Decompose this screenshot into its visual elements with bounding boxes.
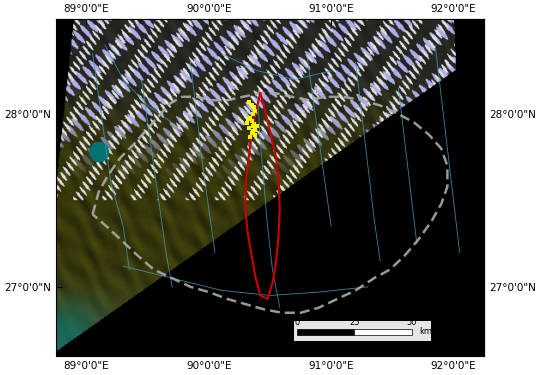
- Point: [251, 132, 260, 138]
- Point: [246, 134, 255, 140]
- Point: [247, 102, 256, 108]
- Point: [252, 123, 261, 129]
- Point: [242, 120, 251, 126]
- Point: [251, 108, 260, 114]
- Point: [247, 130, 256, 136]
- Point: [247, 118, 256, 124]
- Point: [245, 125, 253, 131]
- Text: km: km: [419, 327, 432, 336]
- Bar: [354, 328, 412, 335]
- Point: [244, 116, 252, 122]
- Point: [251, 127, 260, 133]
- Text: 25: 25: [349, 318, 360, 327]
- Point: [250, 122, 259, 128]
- Point: [245, 99, 253, 105]
- Point: [246, 114, 255, 120]
- Point: [248, 128, 257, 134]
- Text: 0: 0: [294, 318, 300, 327]
- Bar: [297, 328, 354, 335]
- Point: [248, 111, 257, 117]
- Bar: [294, 321, 431, 341]
- Text: 50: 50: [407, 318, 417, 327]
- Point: [248, 123, 257, 129]
- Point: [250, 104, 259, 110]
